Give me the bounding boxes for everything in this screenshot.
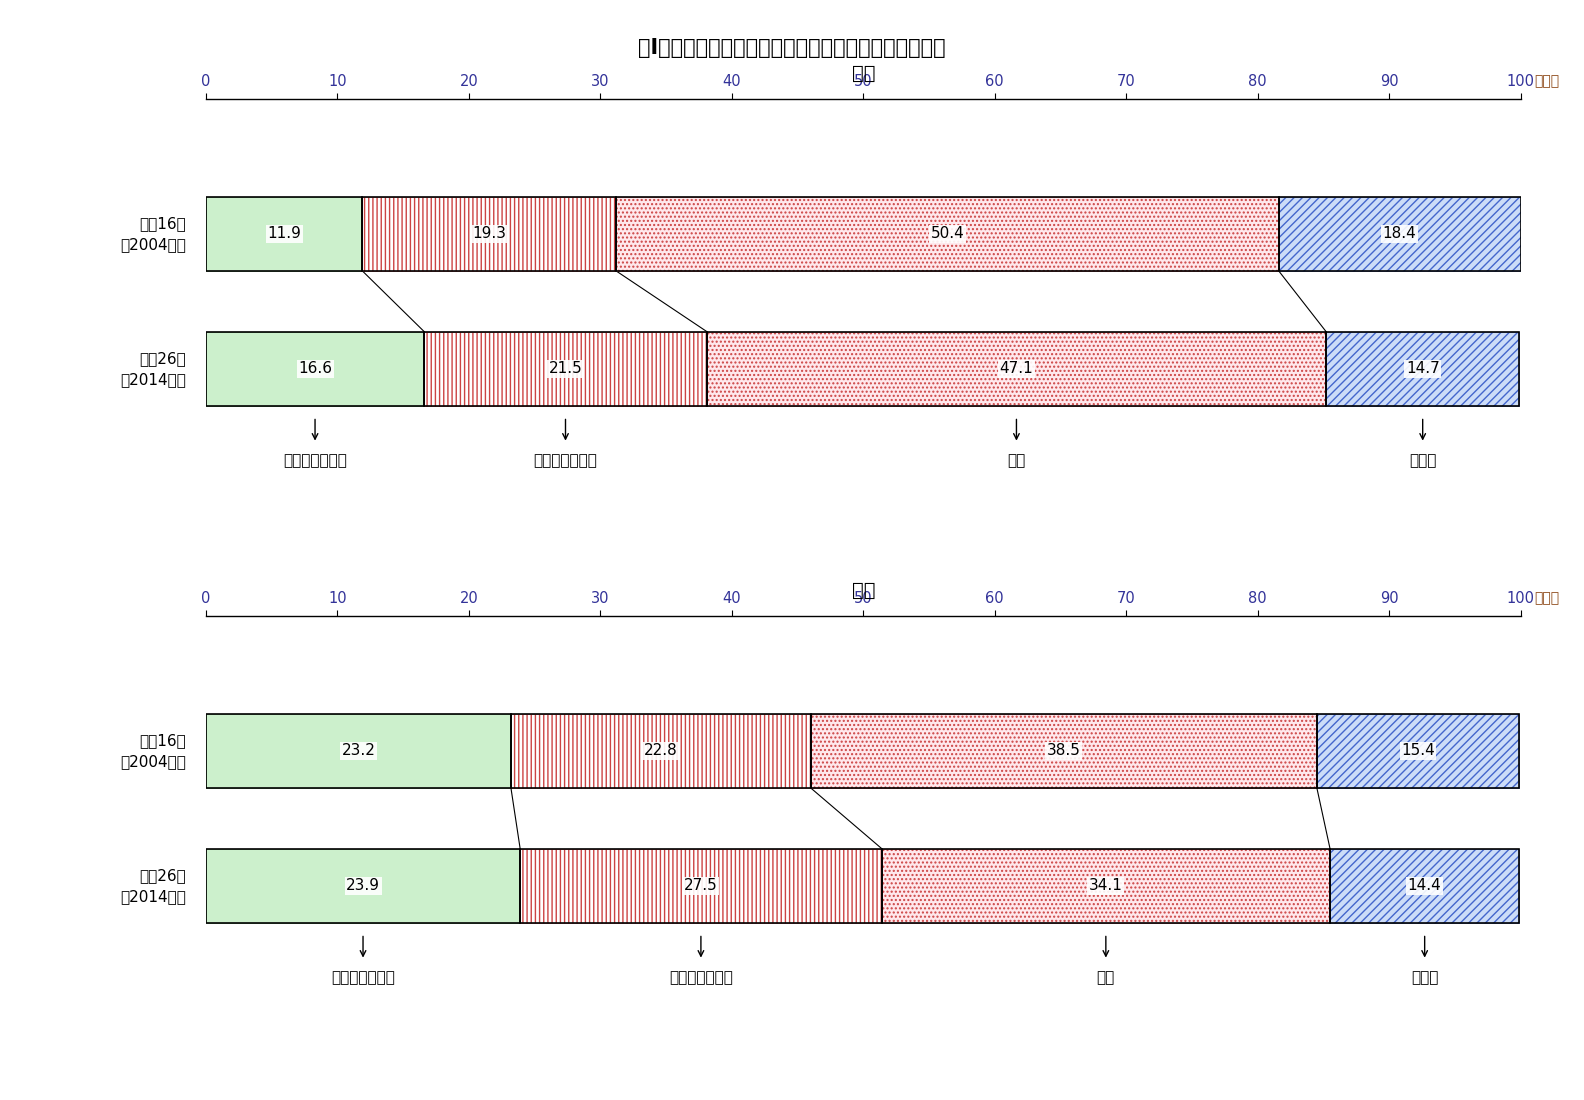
Bar: [706, 331, 1326, 406]
Bar: [520, 848, 882, 923]
Text: 11.9: 11.9: [268, 227, 301, 241]
Bar: [1326, 331, 1519, 406]
Text: その他: その他: [1410, 453, 1437, 468]
Text: 女性: 女性: [852, 581, 874, 600]
Text: 19.3: 19.3: [472, 227, 507, 241]
Bar: [206, 848, 520, 923]
Text: 平成26年
（2014年）: 平成26年 （2014年）: [120, 868, 187, 904]
Bar: [363, 197, 616, 271]
Bar: [1331, 848, 1519, 923]
Bar: [206, 331, 425, 406]
Text: 23.9: 23.9: [345, 878, 380, 893]
Text: 14.7: 14.7: [1407, 361, 1440, 376]
Bar: [811, 714, 1316, 788]
Bar: [1278, 197, 1521, 271]
Text: 50.4: 50.4: [930, 227, 965, 241]
Text: 27.5: 27.5: [684, 878, 718, 893]
Bar: [363, 197, 616, 271]
Text: 外食: 外食: [1007, 453, 1025, 468]
Bar: [425, 331, 706, 406]
Bar: [1316, 714, 1519, 788]
Bar: [425, 331, 706, 406]
Text: 図Ⅰ－５　若年勤労単身世帯の男女別食料の内訳の推移: 図Ⅰ－５ 若年勤労単身世帯の男女別食料の内訳の推移: [638, 39, 946, 58]
Text: 16.6: 16.6: [298, 361, 333, 376]
Bar: [206, 197, 363, 271]
Text: 22.8: 22.8: [645, 744, 678, 758]
Bar: [706, 331, 1326, 406]
Bar: [1278, 197, 1521, 271]
Text: 15.4: 15.4: [1402, 744, 1435, 758]
Bar: [1331, 848, 1519, 923]
Text: 平成16年
（2004年）: 平成16年 （2004年）: [120, 216, 187, 252]
Text: 調理済みの食料: 調理済みの食料: [668, 970, 733, 985]
Text: 平成16年
（2004年）: 平成16年 （2004年）: [120, 733, 187, 769]
Text: 14.4: 14.4: [1408, 878, 1441, 893]
Bar: [512, 714, 811, 788]
Bar: [206, 714, 512, 788]
Bar: [616, 197, 1278, 271]
Bar: [520, 848, 882, 923]
Bar: [206, 197, 363, 271]
Bar: [206, 848, 520, 923]
Bar: [616, 197, 1278, 271]
Text: 男性: 男性: [852, 64, 874, 82]
Text: 38.5: 38.5: [1047, 744, 1080, 758]
Bar: [1316, 714, 1519, 788]
Text: 34.1: 34.1: [1088, 878, 1123, 893]
Text: 平成26年
（2014年）: 平成26年 （2014年）: [120, 351, 187, 387]
Text: （％）: （％）: [1533, 591, 1559, 605]
Bar: [882, 848, 1331, 923]
Bar: [811, 714, 1316, 788]
Text: 23.2: 23.2: [342, 744, 375, 758]
Text: その他: その他: [1411, 970, 1438, 985]
Bar: [206, 714, 512, 788]
Text: 素材となる食料: 素材となる食料: [284, 453, 347, 468]
Text: 調理済みの食料: 調理済みの食料: [534, 453, 597, 468]
Text: （％）: （％）: [1533, 74, 1559, 88]
Text: 外食: 外食: [1096, 970, 1115, 985]
Bar: [512, 714, 811, 788]
Text: 47.1: 47.1: [1000, 361, 1033, 376]
Text: 素材となる食料: 素材となる食料: [331, 970, 394, 985]
Bar: [206, 331, 425, 406]
Text: 18.4: 18.4: [1383, 227, 1416, 241]
Bar: [1326, 331, 1519, 406]
Bar: [882, 848, 1331, 923]
Text: 21.5: 21.5: [548, 361, 583, 376]
